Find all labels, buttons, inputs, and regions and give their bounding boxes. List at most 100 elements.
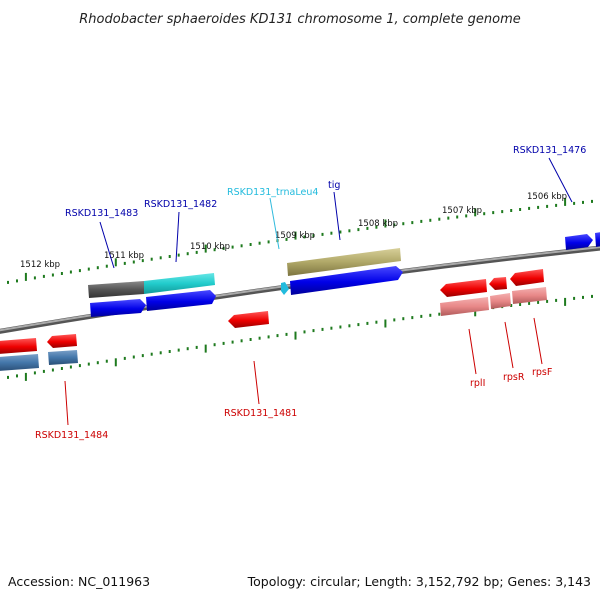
scale-tick-minor [60, 367, 63, 370]
scale-tick-major [24, 272, 27, 281]
scale-tick-minor [312, 329, 315, 333]
scale-tick-minor [267, 335, 270, 339]
gene-RSKD131_1482-arrow[interactable] [146, 290, 216, 311]
scale-tick-minor [231, 245, 234, 249]
scale-tick-major [474, 208, 477, 217]
scale-tick-minor [258, 241, 261, 245]
scale-tick-minor [195, 250, 198, 254]
feature-RSKD131_1482-feature[interactable] [144, 273, 215, 294]
scale-tick-minor [537, 300, 540, 304]
scale-tick-minor [78, 364, 81, 368]
gene-label-rplI[interactable]: rplI [470, 378, 485, 389]
scale-tick-minor [123, 261, 126, 265]
scale-tick-minor [258, 336, 261, 340]
scale-tick-minor [546, 204, 549, 208]
connector-rpsF [533, 317, 543, 365]
scale-tick-minor [357, 228, 360, 232]
scale-tick-major [564, 297, 567, 306]
scale-tick-minor [159, 351, 162, 355]
scale-tick-minor [528, 206, 531, 210]
gene-label-tig[interactable]: tig [328, 180, 340, 191]
scale-tick-minor [33, 276, 36, 280]
gene-label-RSKD131_trnaLeu4[interactable]: RSKD131_trnaLeu4 [227, 187, 318, 198]
scale-tick-minor [402, 317, 405, 321]
feature-RSKD131_1484-feature-a[interactable] [0, 354, 39, 371]
scale-tick-minor [321, 327, 324, 331]
scale-label-1509: 1509 kbp [275, 231, 315, 241]
scale-tick-minor [456, 215, 459, 219]
scale-tick-minor [375, 320, 378, 324]
gene-label-rpsR[interactable]: rpsR [503, 372, 525, 383]
scale-tick-minor [330, 326, 333, 330]
feature-rplI-feature[interactable] [440, 297, 489, 316]
map-title: Rhodobacter sphaeroides KD131 chromosome… [79, 12, 520, 27]
scale-tick-minor [537, 205, 540, 209]
scale-tick-minor [519, 303, 522, 306]
gene-label-RSKD131_1484[interactable]: RSKD131_1484 [35, 430, 108, 441]
scale-tick-minor [483, 212, 486, 216]
feature-tig-feature[interactable] [287, 248, 401, 276]
scale-tick-minor [348, 324, 351, 328]
scale-tick-minor [42, 274, 45, 278]
scale-tick-minor [87, 362, 90, 366]
connector-RSKD131_1476 [548, 157, 573, 203]
scale-tick-major [384, 219, 387, 228]
gene-label-rpsF[interactable]: rpsF [532, 367, 552, 378]
scale-label-1512: 1512 kbp [20, 260, 60, 270]
gene-RSKD131_1484-arrow-b[interactable] [47, 334, 77, 348]
gene-rpsR-arrow[interactable] [489, 277, 507, 290]
scale-tick-minor [105, 359, 108, 363]
scale-tick-minor [213, 248, 216, 252]
scale-tick-minor [393, 318, 396, 322]
gene-rpsF-arrow[interactable] [510, 269, 544, 286]
gene-RSKD131_1484-arrow-a[interactable] [0, 338, 37, 354]
scale-tick-minor [132, 355, 135, 359]
gene-tig-arrow[interactable] [290, 266, 403, 295]
connector-RSKD131_1484 [64, 380, 69, 426]
scale-tick-major [204, 344, 207, 353]
connector-RSKD131_1483 [99, 221, 115, 269]
feature-RSKD131_1484-feature-b[interactable] [48, 350, 78, 365]
scale-tick-minor [492, 211, 495, 215]
gene-RSKD131_1481-arrow[interactable] [228, 311, 269, 328]
scale-tick-minor [366, 226, 369, 230]
gene-label-RSKD131_1483[interactable]: RSKD131_1483 [65, 208, 138, 219]
feature-RSKD131_1483-feature[interactable] [88, 281, 144, 298]
gene-rplI-arrow[interactable] [440, 279, 487, 297]
scale-label-1507: 1507 kbp [442, 206, 482, 216]
gene-RSKD131_1476-arrow[interactable] [565, 232, 600, 250]
scale-label-1511: 1511 kbp [104, 251, 144, 261]
scale-tick-minor [501, 210, 504, 214]
gene-label-RSKD131_1476[interactable]: RSKD131_1476 [513, 145, 586, 156]
scale-tick-minor [573, 201, 576, 205]
gene-label-RSKD131_1482[interactable]: RSKD131_1482 [144, 199, 217, 210]
scale-tick-minor [555, 298, 558, 302]
scale-tick-minor [240, 244, 243, 248]
gene-label-RSKD131_1481[interactable]: RSKD131_1481 [224, 408, 297, 419]
gene-RSKD131_trnaLeu4-arrow[interactable] [281, 282, 289, 295]
scale-tick-minor [51, 273, 54, 277]
scale-tick-major [384, 319, 387, 328]
scale-tick-minor [402, 222, 405, 226]
scale-tick-minor [222, 341, 225, 345]
feature-rpsF-feature[interactable] [512, 287, 547, 304]
scale-tick-major [294, 331, 297, 340]
scale-tick-minor [213, 343, 216, 347]
feature-rpsR-feature[interactable] [490, 293, 511, 309]
scale-tick-minor [132, 260, 135, 264]
scale-tick-minor [465, 214, 468, 218]
scale-tick-minor [321, 232, 324, 236]
scale-tick-minor [123, 356, 126, 360]
scale-tick-minor [222, 246, 225, 250]
scale-tick-minor [195, 345, 198, 349]
scale-tick-minor [267, 240, 270, 244]
scale-tick-minor [96, 266, 99, 270]
scale-tick-minor [348, 229, 351, 233]
scale-tick-minor [375, 225, 378, 229]
scale-tick-minor [582, 200, 584, 204]
scale-tick-major [294, 231, 297, 240]
gene-RSKD131_1483-arrow[interactable] [90, 299, 146, 317]
scale-label-1506: 1506 kbp [527, 192, 567, 202]
scale-tick-minor [312, 234, 315, 238]
